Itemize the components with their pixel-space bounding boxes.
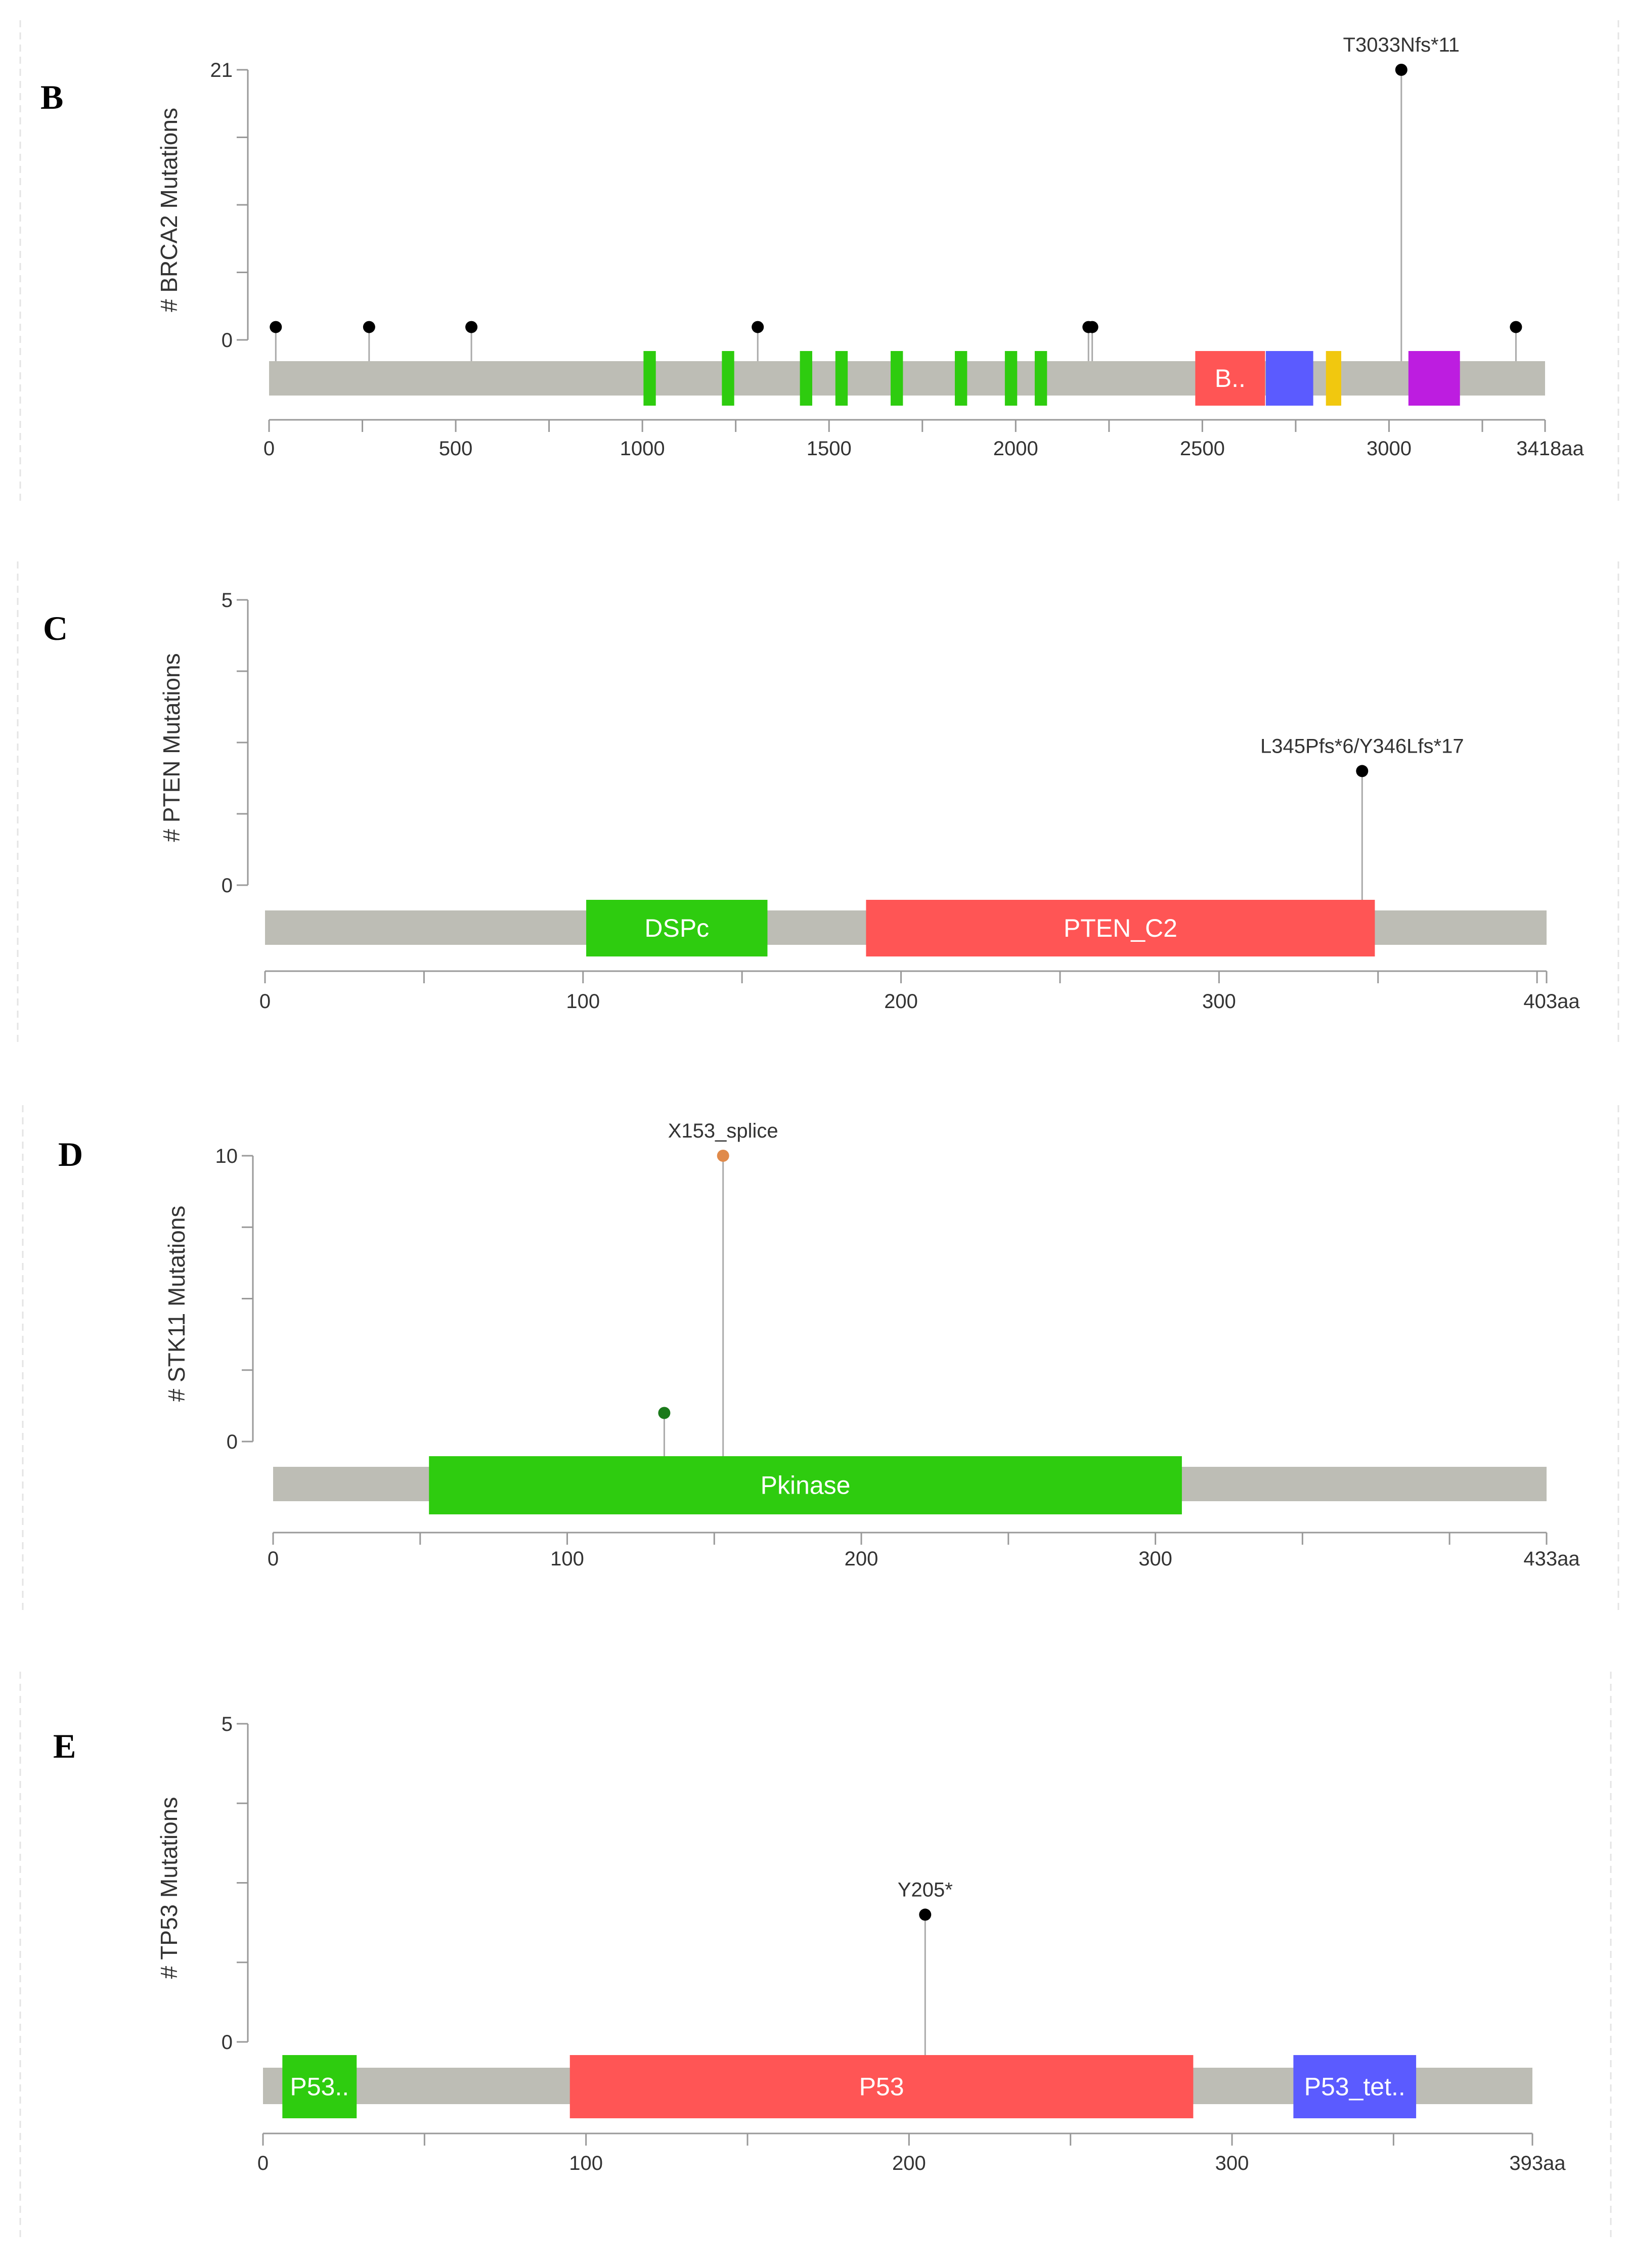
domain-box: [1034, 351, 1047, 406]
x-tick-label: 0: [257, 2152, 269, 2174]
x-tick-label: 0: [268, 1548, 279, 1570]
domain-box: [891, 351, 903, 406]
y-tick-label-zero: 0: [222, 2031, 233, 2054]
x-tick-label: 300: [1138, 1548, 1172, 1570]
y-tick-label-max: 21: [210, 59, 233, 81]
x-tick-label: 300: [1215, 2152, 1249, 2174]
panel-b: B # BRCA2 Mutations 21 0 B.. T3033Nfs*11 0 500 1…: [19, 20, 1619, 506]
y-tick-label-max: 10: [215, 1145, 238, 1167]
domain-box: [1195, 351, 1265, 406]
x-tick-label: 1500: [807, 438, 852, 460]
panel-letter: B: [40, 78, 63, 116]
x-tick-label: 2500: [1180, 438, 1225, 460]
mutation-dot: [1510, 321, 1522, 333]
x-tick-label: 300: [1202, 990, 1236, 1013]
mutation-label: L345Pfs*6/Y346Lfs*17: [1260, 735, 1464, 757]
x-tick-label: 0: [259, 990, 271, 1013]
mutation-label: X153_splice: [668, 1120, 778, 1142]
domain-label: P53..: [290, 2073, 349, 2101]
mutation-dot: [270, 321, 282, 333]
protein-length-label: 403aa: [1523, 990, 1580, 1013]
protein-backbone: [269, 361, 1545, 396]
domain-box: [1004, 351, 1018, 406]
domain-label: PTEN_C2: [1064, 914, 1177, 942]
domain-box: [800, 351, 813, 406]
x-tick-label: 100: [550, 1548, 584, 1570]
mutation-dot: [465, 321, 478, 333]
panel-d: D# STK11 Mutations100PkinaseX153_splice0…: [22, 1105, 1619, 1613]
domain-label: P53_tet..: [1304, 2073, 1405, 2101]
x-tick-label: 0: [263, 438, 275, 460]
domain-box: [1408, 351, 1460, 406]
domain-box: [569, 2055, 1194, 2118]
y-tick-label-zero: 0: [222, 329, 233, 352]
panel-e: E # TP53 Mutations 5 0 P53.. P53 P53_tet.. Y205…: [19, 1672, 1612, 2241]
domain-label: P53: [859, 2073, 904, 2101]
domain-box: [835, 351, 848, 406]
panel-letter: E: [53, 1727, 76, 1765]
domain-box: [643, 351, 656, 406]
mutation-dot: [919, 1908, 932, 1921]
domain-label: DSPc: [644, 914, 709, 942]
mutation-dot: [1395, 64, 1407, 76]
y-tick-label-max: 5: [222, 589, 233, 612]
panel-letter: D: [58, 1135, 83, 1173]
domain-box: [1293, 2055, 1417, 2118]
y-axis-label: # TP53 Mutations: [156, 1797, 182, 1979]
x-tick-label: 100: [566, 990, 600, 1013]
x-tick-label: 3000: [1367, 438, 1412, 460]
protein-length-label: 3418aa: [1516, 438, 1584, 460]
x-tick-label: 200: [845, 1548, 878, 1570]
domain-label: B..: [1215, 364, 1246, 392]
y-axis-label: # PTEN Mutations: [158, 653, 185, 842]
domain-label: Pkinase: [761, 1471, 851, 1500]
x-tick-label: 100: [569, 2152, 603, 2174]
domain-box: [282, 2055, 357, 2118]
mutation-dot: [363, 321, 375, 333]
panel-letter: C: [43, 609, 68, 647]
y-tick-label-max: 5: [222, 1713, 233, 1735]
mutation-dot: [717, 1150, 729, 1162]
y-axis-label: # STK11 Mutations: [163, 1206, 190, 1402]
y-tick-label-zero: 0: [222, 875, 233, 897]
domain-box: [954, 351, 967, 406]
x-tick-label: 1000: [620, 438, 665, 460]
x-tick-label: 200: [884, 990, 918, 1013]
domain-box: [1265, 351, 1313, 406]
domain-box: [722, 351, 734, 406]
domain-box: [586, 900, 768, 956]
domain-box: [866, 900, 1375, 956]
mutation-dot: [1356, 765, 1369, 777]
mutation-dot: [1086, 321, 1098, 333]
x-tick-label: 500: [439, 438, 473, 460]
mutation-label: Y205*: [898, 1879, 953, 1901]
x-tick-label: 200: [892, 2152, 926, 2174]
domain-box: [1326, 351, 1341, 406]
y-axis-label: # BRCA2 Mutations: [156, 108, 182, 312]
mutation-label: T3033Nfs*11: [1343, 34, 1460, 56]
protein-length-label: 433aa: [1523, 1548, 1580, 1570]
mutation-dot: [752, 321, 764, 333]
protein-length-label: 393aa: [1509, 2152, 1566, 2174]
mutation-dot: [658, 1407, 671, 1419]
x-tick-label: 2000: [993, 438, 1038, 460]
domain-box: [429, 1456, 1182, 1514]
y-tick-label-zero: 0: [227, 1431, 238, 1453]
panel-c: C # PTEN Mutations 5 0 DSPc PTEN_C2 L345Pfs*6/…: [17, 561, 1619, 1047]
